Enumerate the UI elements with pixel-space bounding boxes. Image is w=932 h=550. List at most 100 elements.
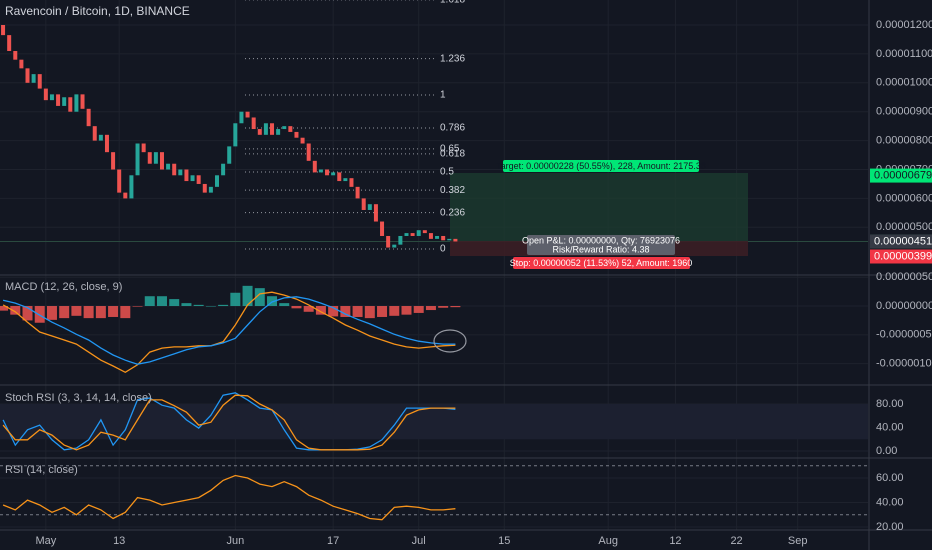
- candle: [31, 74, 36, 83]
- indicator-title: MACD (12, 26, close, 9): [5, 281, 122, 293]
- candle: [184, 169, 189, 182]
- fib-label: 0: [440, 244, 446, 255]
- indicator-line: [2, 474, 456, 521]
- price-tag: [870, 234, 932, 249]
- candle: [288, 126, 293, 132]
- grid: [0, 0, 868, 530]
- histogram-bar: [315, 306, 326, 315]
- candle: [172, 163, 177, 176]
- histogram-bar: [279, 303, 290, 307]
- price-tag-label: 0.00000451: [874, 235, 932, 247]
- histogram-bar: [389, 306, 400, 316]
- candle: [410, 233, 415, 236]
- candle: [7, 35, 12, 52]
- circle-annotation: [433, 329, 467, 353]
- candle: [37, 74, 42, 89]
- candle: [129, 175, 134, 199]
- candle: [56, 94, 61, 106]
- histogram-bar: [205, 306, 216, 307]
- candle: [251, 117, 256, 130]
- candle: [117, 169, 122, 193]
- x-tick-label: Aug: [598, 535, 618, 547]
- candle: [227, 146, 232, 164]
- y-tick-label: 60.00: [876, 472, 904, 484]
- candle: [19, 59, 24, 69]
- candle: [367, 204, 372, 210]
- fib-label: 0.236: [440, 207, 465, 218]
- candle: [404, 233, 409, 236]
- candle: [49, 94, 54, 101]
- histogram-bar: [34, 306, 45, 323]
- candle: [196, 175, 201, 184]
- pnl-box: [527, 235, 675, 255]
- fib-label: 0.65: [440, 144, 460, 155]
- y-tick-label: 0.00000800: [876, 135, 932, 147]
- candle: [343, 178, 348, 182]
- candle: [245, 111, 250, 118]
- x-tick-label: May: [35, 535, 56, 547]
- histogram-bar: [71, 306, 82, 316]
- y-tick-label: 0.00001000: [876, 77, 932, 89]
- candle: [331, 172, 336, 176]
- candle: [221, 163, 226, 176]
- y-tick-label: 40.00: [876, 421, 904, 433]
- candle: [325, 169, 330, 176]
- candle: [282, 126, 287, 130]
- candle: [123, 192, 128, 199]
- x-tick-label: 13: [113, 535, 125, 547]
- candle: [178, 169, 183, 176]
- y-tick-label: -0.00000100: [876, 358, 932, 370]
- pnl-label: Open P&L: 0.00000000, Qty: 76923076: [522, 235, 680, 245]
- y-tick-label: 40.00: [876, 496, 904, 508]
- stop-label: Stop: 0.00000052 (11.53%) 52, Amount: 19…: [510, 258, 692, 268]
- candle: [392, 244, 397, 248]
- histogram-bar: [242, 285, 253, 307]
- x-tick-label: 22: [730, 535, 742, 547]
- candle: [416, 230, 421, 236]
- candle: [263, 123, 268, 135]
- candle: [361, 198, 366, 210]
- histogram-bar: [120, 306, 131, 319]
- histogram-bar: [438, 306, 449, 308]
- histogram-bar: [254, 288, 265, 307]
- candle: [276, 129, 281, 135]
- fib-label: 1: [440, 90, 446, 101]
- candle: [447, 238, 452, 241]
- fib-label: 0.382: [440, 185, 465, 196]
- histogram-bar: [352, 306, 363, 317]
- indicator-line: [2, 296, 456, 365]
- candle: [208, 186, 213, 193]
- histogram-bar: [267, 296, 278, 307]
- candle: [1, 25, 6, 36]
- candle: [74, 94, 79, 112]
- candle: [270, 123, 275, 135]
- marks: [0, 0, 461, 521]
- x-tick-label: Sep: [788, 535, 808, 547]
- y-tick-label: -0.00000050: [876, 329, 932, 341]
- candle: [373, 204, 378, 222]
- fib-label: 0.618: [440, 148, 465, 159]
- histogram-bar: [22, 306, 33, 321]
- candle: [98, 134, 103, 141]
- candle: [355, 186, 360, 199]
- histogram-bar: [10, 306, 21, 315]
- x-tick-label: 17: [327, 535, 339, 547]
- histogram-bar: [46, 306, 57, 320]
- risk-reward-label: Risk/Reward Ratio: 4.38: [552, 244, 649, 254]
- y-tick-label: 0.00000600: [876, 192, 932, 204]
- histogram-bar: [144, 296, 155, 307]
- histogram-bar: [425, 306, 436, 311]
- candle: [306, 143, 311, 161]
- y-tick-label: 0.00000900: [876, 106, 932, 118]
- histogram-bar: [340, 306, 351, 317]
- candle: [43, 88, 48, 101]
- candle: [453, 238, 458, 242]
- histogram-bar: [95, 306, 106, 319]
- y-tick-label: 0.00: [876, 445, 897, 457]
- y-tick-label: 0.00000050: [876, 271, 932, 283]
- candle: [386, 235, 391, 248]
- histogram-bar: [401, 306, 412, 315]
- indicator-title: Stoch RSI (3, 3, 14, 14, close): [5, 392, 152, 404]
- x-tick-label: 15: [498, 535, 510, 547]
- price-tag: [870, 249, 932, 264]
